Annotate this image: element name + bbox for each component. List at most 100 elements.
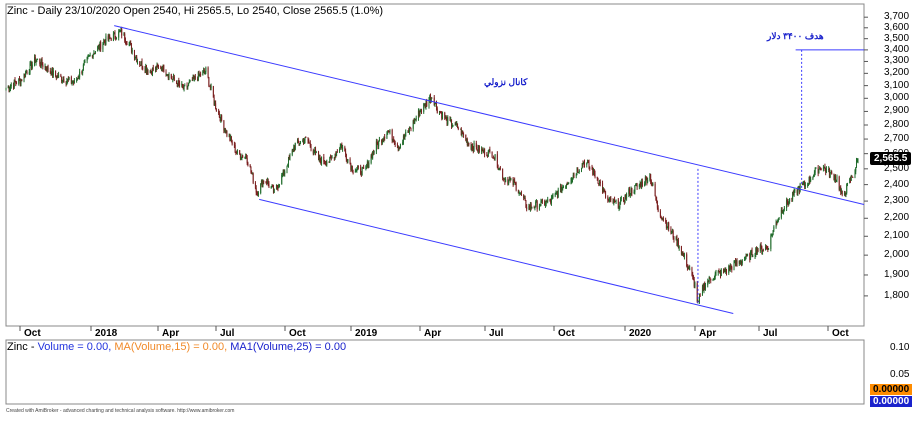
candle-body [209,85,211,87]
candle-body [541,199,543,202]
candle-body [604,190,606,192]
candle-body [729,265,731,271]
volume-axis-tick-1: 0.05 [890,369,910,380]
candle-body [167,74,169,79]
candle-body [768,248,770,250]
y-tick-label: 3,700 [884,11,910,23]
candle-body [760,244,762,247]
candle-body [757,249,759,251]
candle-body [251,172,253,174]
candle-body [556,193,558,195]
candle-body [77,78,79,80]
candle-body [257,192,259,196]
candle-body [538,205,540,210]
candle-body [776,221,778,223]
candle-body [293,147,295,153]
candle-body [363,167,365,169]
candle-body [326,162,328,165]
candle-body [425,101,427,108]
candle-body [298,142,300,145]
candle-body [857,158,859,161]
candle-body [225,130,227,133]
candle-body [387,130,389,134]
candle-body [672,230,674,238]
candle-body [744,259,746,261]
candle-body [582,163,584,165]
candle-body [807,184,809,186]
candle-body [187,85,189,88]
candle-body [236,152,238,154]
candle-body [45,66,47,69]
candle-body [517,190,519,194]
candle-body [804,182,806,187]
candle-body [444,112,446,119]
candle-body [312,150,314,154]
x-tick-label: Oct [24,328,41,339]
candle-body [460,128,462,130]
candle-body [157,64,159,66]
candle-body [135,57,137,59]
y-tick-label: 3,400 [884,43,910,55]
candle-body [449,117,451,121]
candle-body [467,142,469,145]
candle-body [345,154,347,160]
candle-body [254,182,256,189]
candle-body [592,169,594,175]
candle-body [833,174,835,181]
candle-body [197,72,199,81]
candle-body [155,66,157,70]
candle-body [247,163,249,166]
candle-body [179,83,181,86]
candle-body [389,129,391,133]
candle-body [834,175,836,181]
candle-body [541,199,543,202]
candle-body [502,178,504,180]
candle-body [336,151,338,153]
candle-body [733,262,735,271]
candle-body [209,85,211,88]
candle-body [161,67,163,69]
candle-body [366,166,368,168]
candle-body [149,70,151,73]
candle-body [103,41,105,45]
candle-body [323,156,325,162]
candle-body [759,244,761,251]
volume-legend-prefix: Zinc - [7,341,38,353]
candle-body [133,50,135,59]
candle-body [539,205,541,207]
candle-body [407,130,409,133]
candle-body [103,41,105,43]
y-tick-label: 1,900 [884,268,910,280]
candle-body [846,183,848,185]
candle-body [82,70,84,73]
candle-body [559,185,561,190]
candle-body [210,86,212,88]
x-tick-label: Jul [489,328,504,339]
candle-body [540,201,542,206]
candle-body [782,211,784,213]
candle-body [610,198,612,201]
candle-body [55,70,57,77]
candle-body [70,77,72,84]
candle-body [266,181,268,184]
candle-body [330,157,332,159]
candle-body [487,155,489,157]
candle-body [754,254,756,257]
candle-body [851,175,853,177]
candle-body [503,178,505,180]
candle-body [822,167,824,170]
candle-body [676,236,678,246]
candle-body [839,187,841,190]
candle-body [424,103,426,108]
candle-body [698,300,700,302]
candle-body [79,71,81,78]
candle-body [477,150,479,152]
candle-body [40,64,42,66]
candle-body [233,144,235,146]
candle-body [382,139,384,141]
candle-body [430,97,432,102]
candle-body [750,250,752,253]
candle-body [762,249,764,251]
candle-body [141,61,143,68]
candle-body [205,67,207,72]
